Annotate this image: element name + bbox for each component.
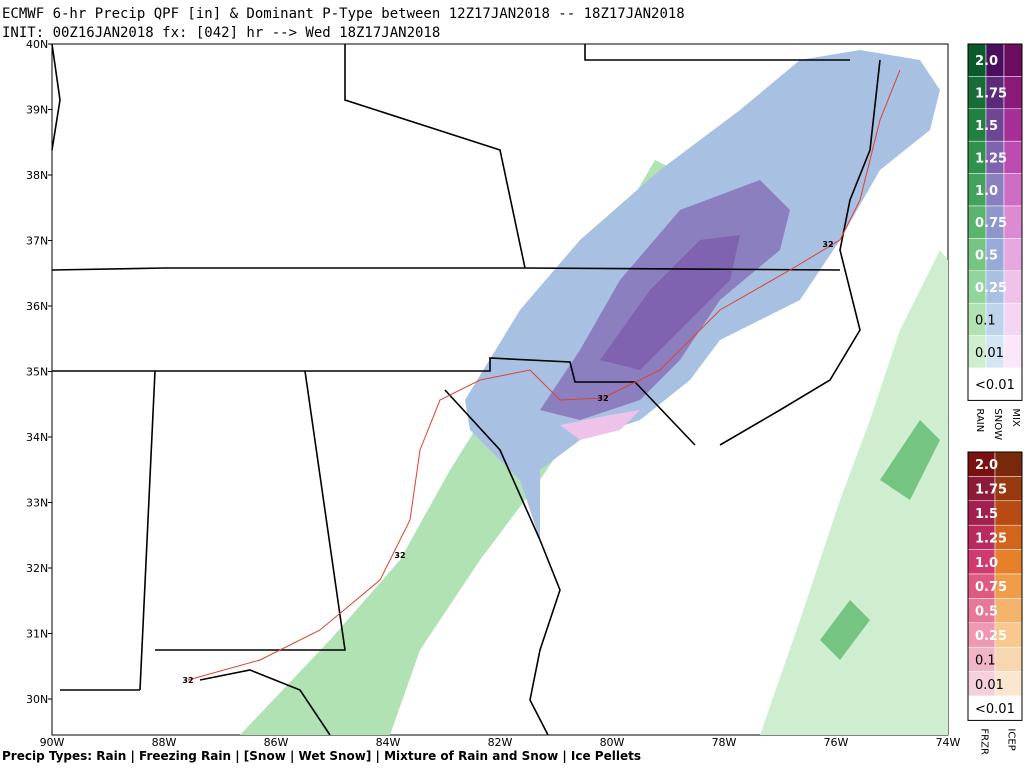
contour-label: 32 (822, 240, 833, 249)
legend-level: 0.5 (975, 249, 998, 264)
lat-label: 37N (26, 235, 48, 248)
footer: Precip Types: Rain | Freezing Rain | [Sn… (2, 749, 641, 763)
legend-level: 2.0 (975, 458, 998, 473)
ocean-rain (760, 250, 948, 735)
legend-swatch (1003, 302, 1023, 336)
contour-label: 32 (394, 551, 405, 560)
legend-swatch (994, 598, 1023, 624)
lat-label: 36N (26, 300, 48, 313)
lat-label: 30N (26, 693, 48, 706)
legend-swatch (1003, 108, 1023, 142)
freezing-contour (187, 69, 901, 681)
lon-label: 88W (152, 736, 177, 749)
legend-column-label: MIX (1010, 408, 1021, 427)
lon-label: 76W (824, 736, 849, 749)
lat-label: 31N (26, 628, 48, 641)
legend-swatch (967, 476, 996, 502)
legend-swatch (994, 549, 1023, 575)
contour-label: 32 (597, 394, 608, 403)
legend-level: 0.75 (975, 580, 1007, 595)
legend-swatch (967, 622, 996, 648)
legend-level: 0.01 (975, 678, 1004, 693)
legend-level: 1.0 (975, 184, 998, 199)
legend-level: 1.0 (975, 556, 998, 571)
legend-level: 1.75 (975, 87, 1007, 102)
lon-label: 82W (488, 736, 513, 749)
legend-swatch (1003, 173, 1023, 207)
lon-label: 74W (936, 736, 961, 749)
lat-label: 38N (26, 169, 48, 182)
legend-level: 0.75 (975, 216, 1007, 231)
lon-label: 90W (40, 736, 65, 749)
ocean-rain-heavy (820, 420, 940, 660)
legend-column-label: FRZR (979, 728, 990, 755)
legend-swatch (967, 695, 996, 721)
legend-level: 1.25 (975, 531, 1007, 546)
legend-swatch (967, 671, 996, 697)
lat-label: 34N (26, 431, 48, 444)
legend-level: 1.75 (975, 483, 1007, 498)
legend-level: 1.5 (975, 119, 998, 134)
legend-level: 0.25 (975, 281, 1007, 296)
legend-swatch (994, 622, 1023, 648)
legend-level: <0.01 (975, 378, 1015, 393)
contour-label: 32 (182, 676, 193, 685)
title-line: INIT: 00Z16JAN2018 fx: [042] hr --> Wed … (2, 25, 440, 41)
lat-label: 35N (26, 366, 48, 379)
lon-label: 84W (376, 736, 401, 749)
legend-level: 0.01 (975, 346, 1004, 361)
legend-swatch (994, 695, 1023, 721)
lat-label: 33N (26, 497, 48, 510)
lat-label: 32N (26, 562, 48, 575)
legend-column-label: RAIN (974, 408, 985, 432)
lon-label: 78W (712, 736, 737, 749)
legend-level: <0.01 (975, 702, 1015, 717)
mix-area (560, 410, 640, 440)
legend-level: 2.0 (975, 54, 998, 69)
legend-frame (967, 43, 1023, 401)
legend-swatch (1003, 335, 1023, 369)
legend-swatch (1003, 43, 1023, 77)
legend-swatch (994, 476, 1023, 502)
legend-level: 0.1 (975, 313, 996, 328)
legend-column-label: SNOW (992, 408, 1003, 440)
title-line: ECMWF 6-hr Precip QPF [in] & Dominant P-… (2, 6, 685, 22)
legend-level: 0.25 (975, 629, 1007, 644)
lat-label: 39N (26, 104, 48, 117)
lon-label: 80W (600, 736, 625, 749)
legend-swatch (967, 573, 996, 599)
legend-column-label: ICEP (1006, 728, 1017, 750)
map: 32 32 32 32 (51, 43, 949, 736)
legend-level: 0.5 (975, 605, 998, 620)
legend-swatch (994, 646, 1023, 672)
legend-swatch (994, 500, 1023, 526)
legend-frame (967, 451, 1023, 721)
legend-level: 1.5 (975, 507, 998, 522)
legend-swatch (967, 500, 996, 526)
legend-swatch (1003, 238, 1023, 272)
state-borders (51, 43, 881, 736)
legend-level: 1.25 (975, 151, 1007, 166)
lon-label: 86W (264, 736, 289, 749)
lat-label: 40N (26, 38, 48, 51)
legend-level: 0.1 (975, 653, 996, 668)
legend-swatch (994, 451, 1023, 477)
